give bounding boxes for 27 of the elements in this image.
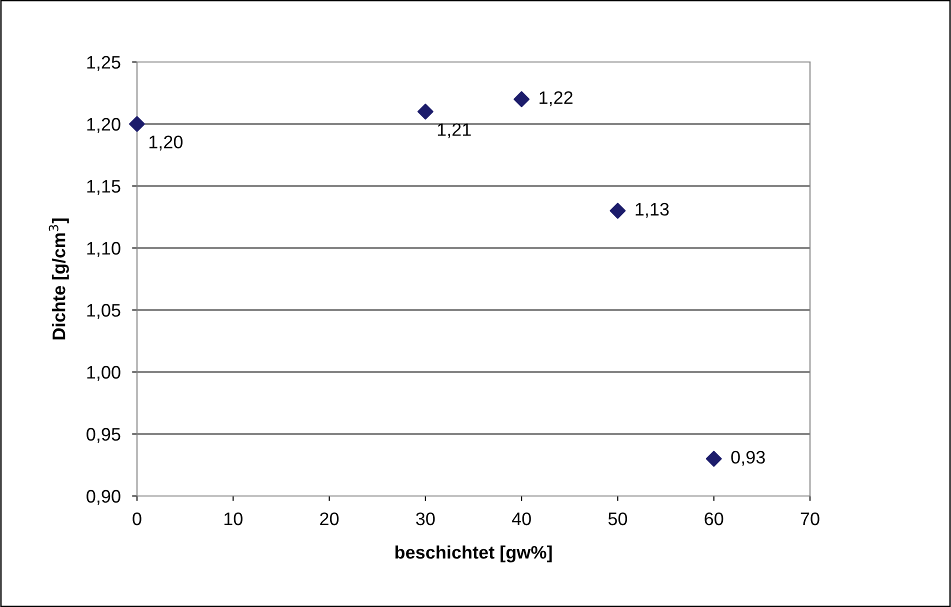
x-tick-label: 60	[704, 512, 724, 526]
x-tick-label: 50	[608, 512, 628, 526]
point	[129, 116, 145, 132]
y-tick-label: 1,05	[87, 304, 120, 319]
point	[706, 450, 722, 467]
y-axis-title: Dichte [g/cm$^{3}$]	[48, 218, 69, 340]
x-tick-label: 10	[224, 512, 242, 526]
x-tick-label: 70	[800, 512, 820, 526]
y-tick-label: 1,25	[87, 56, 120, 71]
data-label: 1,13	[636, 202, 669, 218]
point	[417, 104, 434, 120]
data-label: 1,22	[540, 91, 572, 106]
point	[610, 202, 626, 219]
data-label: 1,20	[149, 136, 183, 151]
y-tick-label: 0,95	[86, 428, 120, 443]
data-label: 0,93	[731, 450, 765, 466]
x-tick-label: 0	[132, 512, 142, 526]
x-tick-label: 20	[320, 512, 339, 526]
y-tick-label: 1,15	[87, 180, 120, 195]
point	[514, 91, 530, 108]
y-tick-label: 1,00	[87, 366, 120, 381]
x-tick-label: 30	[416, 512, 435, 526]
x-axis-title: beschichtet [gw%]	[395, 545, 552, 562]
y-tick-label: 1,20	[87, 118, 120, 133]
y-tick-label: 1,10	[87, 242, 120, 257]
y-tick-label: 0,90	[86, 490, 120, 505]
x-tick-label: 40	[512, 512, 531, 526]
